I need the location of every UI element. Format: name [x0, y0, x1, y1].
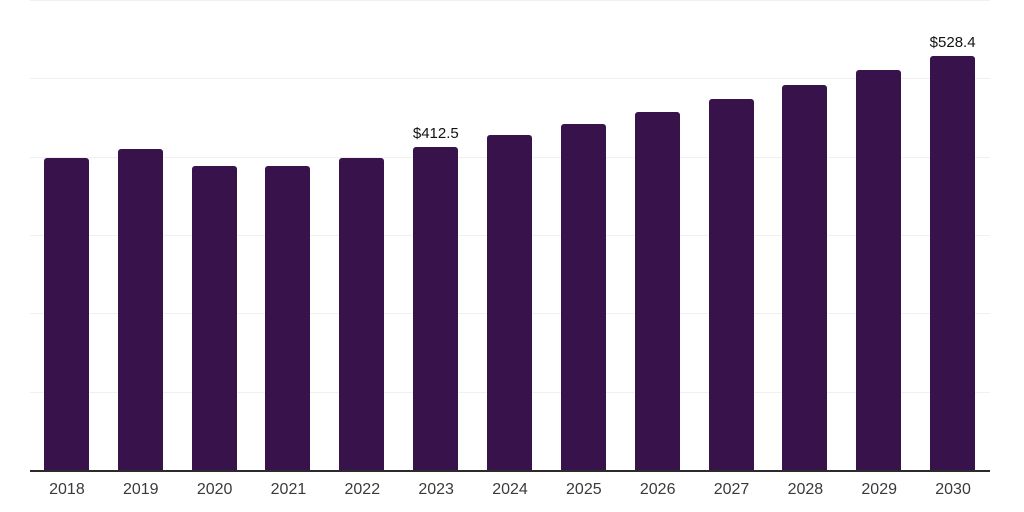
gridline-500: [30, 78, 990, 80]
x-axis-label-2029: 2029: [861, 481, 897, 498]
bar-slot-2018: [44, 0, 90, 470]
bar-2023: [413, 146, 459, 470]
bar-slot-2023: $412.5: [413, 0, 459, 470]
bar-value-label-2023: $412.5: [412, 124, 459, 142]
bar-2024: [487, 135, 533, 470]
x-axis-label-2018: 2018: [49, 481, 85, 498]
gridline-600: [30, 0, 990, 1]
bar-slot-2019: [118, 0, 164, 470]
bar-2026: [634, 111, 680, 470]
x-axis-label-2023: 2023: [418, 481, 454, 498]
bar-slot-2021: [265, 0, 311, 470]
bar-2021: [265, 166, 311, 470]
x-axis-label-2027: 2027: [713, 481, 750, 498]
bar-slot-2029: [855, 0, 901, 470]
bar-2018: [44, 158, 90, 470]
bar-2025: [561, 124, 607, 470]
bar-slot-2024: [487, 0, 533, 470]
x-axis-label-2024: 2024: [492, 481, 528, 498]
x-axis-label-2020: 2020: [196, 481, 233, 498]
bar-slot-2022: [339, 0, 385, 470]
x-axis-label-2022: 2022: [344, 481, 381, 498]
x-axis-label-2025: 2025: [566, 481, 602, 498]
bar-2029: [855, 70, 901, 470]
x-axis: 2018 2019 2020 2021 2022 2023 2024 2025 2026 2027…: [30, 481, 990, 499]
x-axis-label-2028: 2028: [787, 481, 824, 498]
bars-row: $412.5 $528.4: [30, 0, 990, 470]
x-axis-label-2026: 2026: [639, 481, 676, 498]
bar-2022: [339, 157, 385, 470]
bar-slot-2020: [191, 0, 237, 470]
x-axis-label-2021: 2021: [270, 481, 307, 498]
bar-slot-2026: [634, 0, 680, 470]
bar-2028: [782, 85, 828, 470]
bar-slot-2027: [708, 0, 754, 470]
x-axis-label-2030: 2030: [935, 481, 971, 498]
bar-slot-2028: [782, 0, 828, 470]
bar-2027: [708, 99, 754, 470]
bar-2030: [930, 56, 976, 470]
bar-slot-2025: [561, 0, 607, 470]
bar-2019: [118, 149, 164, 470]
plot-area: $412.5 $528.4: [30, 0, 990, 472]
x-axis-label-2019: 2019: [122, 481, 159, 498]
bar-value-label-2030: $528.4: [929, 34, 976, 52]
bar-2020: [191, 166, 237, 470]
bar-slot-2030: $528.4: [930, 0, 976, 470]
